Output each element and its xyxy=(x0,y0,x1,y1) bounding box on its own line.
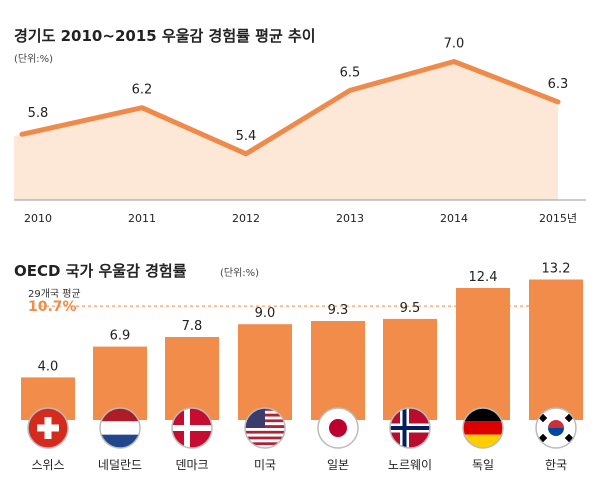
line-area-fill-3 xyxy=(298,75,402,200)
line-x-tick-3: 2013 xyxy=(336,212,364,225)
bar-value-label-5: 9.5 xyxy=(400,301,421,316)
line-x-tick-1: 2011 xyxy=(128,212,156,225)
line-value-label-1: 6.2 xyxy=(132,83,153,98)
japan-flag-icon xyxy=(317,407,359,449)
bar-value-label-6: 12.4 xyxy=(469,270,498,285)
norway-flag-icon xyxy=(389,407,431,449)
bar-category-6: 독일 xyxy=(472,458,494,472)
bar-chart-title: OECD 국가 우울감 경험률 xyxy=(14,262,187,280)
line-area-fill-0 xyxy=(14,119,90,200)
flags xyxy=(27,407,577,449)
line-area-fill-2 xyxy=(194,122,298,200)
line-x-tick-2: 2012 xyxy=(232,212,260,225)
line-value-label-5: 6.3 xyxy=(548,77,569,92)
line-chart-unit: (단위:%) xyxy=(14,52,53,65)
bar-value-label-3: 9.0 xyxy=(255,306,276,321)
bar-3 xyxy=(238,324,292,420)
line-value-label-0: 5.8 xyxy=(28,106,49,121)
bar-2 xyxy=(165,337,219,420)
line-value-label-3: 6.5 xyxy=(340,65,361,80)
germany-flag-icon xyxy=(462,407,504,449)
switzerland-flag-icon xyxy=(27,407,69,449)
bar-7 xyxy=(529,279,583,420)
bar-category-2: 덴마크 xyxy=(175,458,208,472)
line-x-tick-labels: 2010 2011 2012 2013 2014 2015년 xyxy=(24,212,577,225)
line-area-fill-4 xyxy=(402,61,506,201)
bar-value-label-4: 9.3 xyxy=(328,303,349,318)
bar-value-label-0: 4.0 xyxy=(38,359,59,374)
line-chart: 경기도 2010~2015 우울감 경험률 평균 추이 (단위:%) 5.8 6.… xyxy=(14,27,586,225)
reference-label: 29개국 평균 xyxy=(28,288,81,300)
bars xyxy=(21,279,583,420)
line-x-tick-5: 2015년 xyxy=(539,212,577,225)
netherlands-flag-icon xyxy=(99,407,141,449)
line-chart-title: 경기도 2010~2015 우울감 경험률 평균 추이 xyxy=(14,27,316,45)
korea-flag-icon xyxy=(535,407,577,449)
usa-flag-icon xyxy=(244,407,286,449)
reference-value: 10.7% xyxy=(28,299,77,315)
bar-chart-unit: (단위:%) xyxy=(220,266,259,279)
bar-category-3: 미국 xyxy=(254,458,276,472)
bar-category-1: 네덜란드 xyxy=(98,458,142,472)
bar-category-labels: 스위스 네덜란드 덴마크 미국 일본 노르웨이 독일 한국 xyxy=(31,458,567,472)
bar-4 xyxy=(311,321,365,420)
bar-chart: OECD 국가 우울감 경험률 (단위:%) 29개국 평균 10.7% 4.0… xyxy=(14,262,586,472)
bar-category-4: 일본 xyxy=(327,458,349,472)
bar-5 xyxy=(383,318,437,420)
line-value-label-4: 7.0 xyxy=(444,37,465,52)
bar-value-label-1: 6.9 xyxy=(110,329,131,344)
bar-category-7: 한국 xyxy=(545,458,567,472)
bar-value-label-2: 7.8 xyxy=(182,319,203,334)
line-x-tick-0: 2010 xyxy=(24,212,52,225)
bar-6 xyxy=(456,288,510,420)
line-area-fill-5 xyxy=(506,81,558,200)
denmark-flag-icon xyxy=(171,407,213,449)
line-value-label-2: 5.4 xyxy=(236,129,257,144)
line-value-labels: 5.8 6.2 5.4 6.5 7.0 6.3 xyxy=(28,37,569,144)
bar-value-labels: 4.0 6.9 7.8 9.0 9.3 9.5 12.4 13.2 xyxy=(38,262,571,375)
line-x-tick-4: 2014 xyxy=(440,212,468,225)
bar-category-0: 스위스 xyxy=(31,458,64,472)
bar-category-5: 노르웨이 xyxy=(388,458,432,472)
line-area-fill-1 xyxy=(90,107,194,200)
line-series xyxy=(19,59,561,157)
bar-value-label-7: 13.2 xyxy=(542,262,571,277)
